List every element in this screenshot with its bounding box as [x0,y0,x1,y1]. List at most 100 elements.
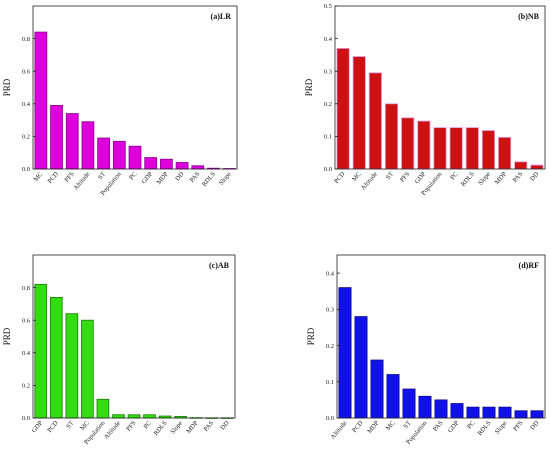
bar-pcd [50,105,63,170]
bar-mdp [160,158,173,170]
x-tick-label: PC [466,420,476,431]
y-axis-label: PRD [2,327,12,345]
bar-dd [175,162,189,170]
bar-pas [191,165,205,170]
bar-pcd [336,47,350,170]
bar-pc [466,406,480,419]
bar-rdls [465,127,479,170]
x-tick-label: Slope [477,171,492,187]
bar-mc [386,374,400,419]
x-tick-label: RDLS [460,170,476,188]
x-tick-label: DD [219,420,231,432]
y-tick-label: 0.8 [22,285,30,292]
y-tick-label: 0.0 [326,415,334,422]
x-tick-label: Slope [169,420,184,436]
bar-st [384,103,399,170]
x-tick-label: PAS [432,419,445,432]
plot-frame [334,5,546,170]
x-tick-label: MC [79,420,91,432]
bar-pfs [514,410,528,419]
x-tick-label: Altitude [103,420,122,441]
x-tick-label: PC [143,420,153,431]
bar-pfs [401,117,415,170]
bar-population [433,127,447,170]
bar-pcd [354,316,368,419]
bar-pcd [50,296,63,419]
y-tick-label: 0.1 [326,379,334,386]
x-tick-label: PCD [46,420,60,434]
x-tick-label: PAS [189,170,202,183]
x-tick-label: RDLS [476,419,492,437]
y-tick-label: 0.0 [324,166,332,173]
x-tick-label: MDP [494,170,509,186]
bar-mc [352,56,366,170]
x-tick-label: PC [449,171,459,182]
y-tick-label: 0.4 [22,350,31,357]
x-tick-label: RDLS [201,170,217,188]
bar-dd [530,410,544,419]
panel-title: (a)LR [211,12,232,21]
bar-gdp [34,283,48,419]
bar-mdp [498,136,512,170]
bar-pfs [127,414,141,419]
bar-altitude [81,121,95,170]
x-tick-label: PAS [512,170,525,183]
bar-pas [514,161,528,170]
y-tick-label: 0.4 [324,36,333,43]
bar-pc [449,127,463,170]
x-tick-label: Altitude [360,171,379,192]
bar-pas [434,399,448,419]
y-tick-label: 0.3 [324,68,332,75]
y-tick-label: 0.4 [326,270,335,277]
y-axis-label: PRD [2,78,12,96]
bar-gdp [417,120,431,170]
bar-gdp [450,403,464,419]
x-tick-label: ST [97,171,107,181]
bar-altitude [338,287,352,419]
bar-population [96,398,110,419]
y-tick-label: 0.2 [324,101,332,108]
x-tick-label: PFS [125,420,138,433]
x-tick-label: PCD [351,420,365,434]
y-tick-label: 0.6 [22,317,31,324]
x-tick-label: PCD [47,171,61,185]
x-tick-label: Altitude [72,171,91,192]
y-tick-label: 0.2 [326,343,334,350]
x-tick-label: DD [529,420,541,432]
bar-mc [81,319,94,419]
x-tick-label: MC [385,420,397,432]
y-axis-label: PRD [304,78,314,96]
y-tick-label: 0.1 [324,134,332,141]
bar-st [97,137,110,170]
y-tick-label: 0.6 [22,68,31,75]
x-tick-label: DD [529,171,541,183]
panel-title: (b)NB [518,12,540,21]
panel-title: (d)RF [519,261,540,270]
panel-title: (c)AB [209,261,230,270]
bar-population [418,395,432,419]
x-tick-label: MC [33,171,45,183]
x-tick-label: Slope [218,171,233,187]
x-tick-label: ST [402,420,412,430]
y-axis-label: PRD [306,327,316,345]
x-tick-label: PFS [512,420,525,433]
bar-mdp [370,359,384,419]
x-tick-label: RDLS [153,419,169,437]
bar-mc [34,31,48,170]
x-tick-label: MDP [155,170,170,186]
bar-st [402,388,416,419]
x-tick-label: PFS [399,171,412,184]
x-tick-label: PAS [203,419,216,432]
y-tick-label: 0.0 [22,415,30,422]
y-tick-label: 0.4 [22,101,31,108]
plot-frame [32,254,236,419]
x-tick-label: Slope [494,420,509,436]
x-tick-label: MC [351,171,363,183]
x-tick-label: MDP [185,419,200,435]
x-tick-label: GDP [31,420,45,435]
x-tick-label: PFS [63,171,76,184]
